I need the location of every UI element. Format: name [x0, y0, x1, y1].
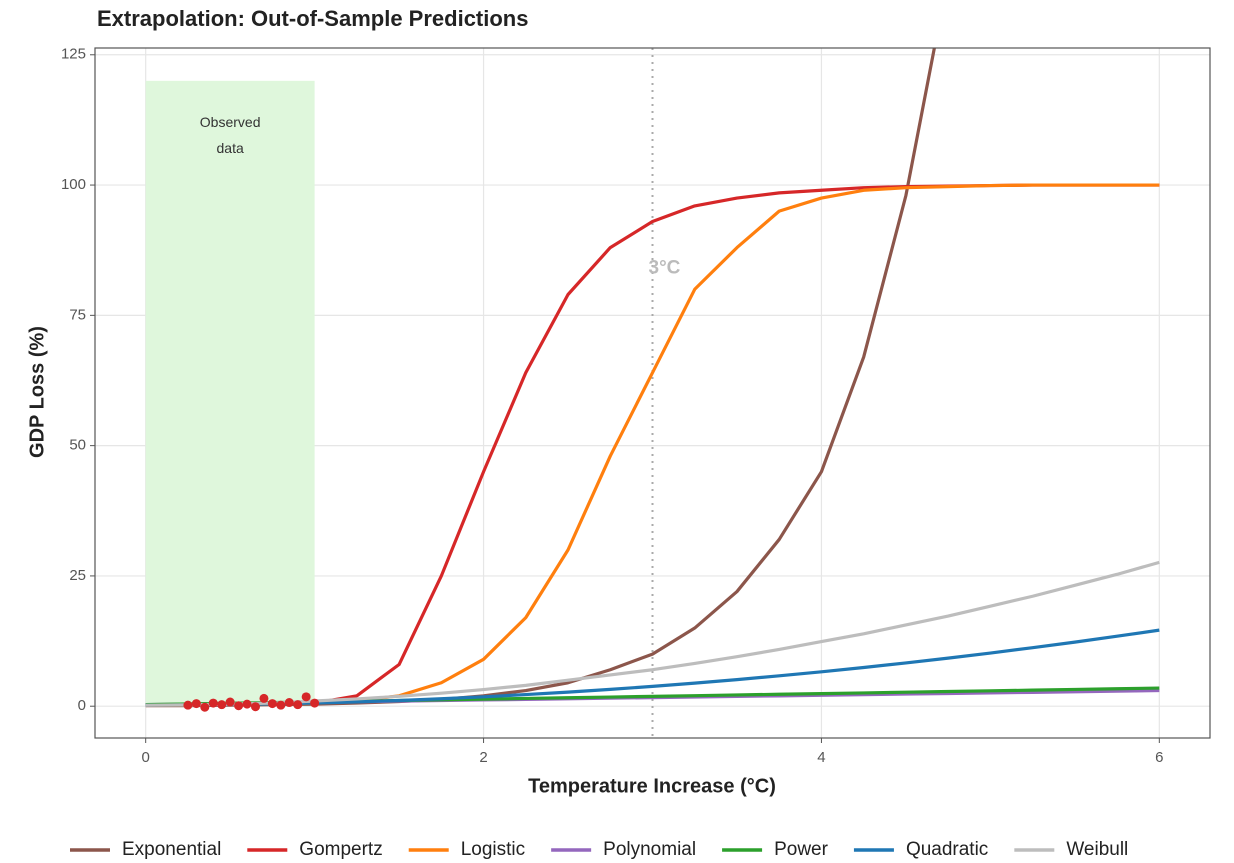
observed-point: [267, 699, 277, 709]
y-tick-label: 100: [61, 176, 86, 193]
plot-border: [94, 47, 1211, 739]
x-tick-label: 2: [479, 749, 487, 766]
legend-label: Gompertz: [299, 839, 382, 860]
observed-point: [310, 698, 320, 708]
observed-point: [225, 697, 235, 707]
y-tick-label: 25: [69, 567, 86, 584]
observed-point: [183, 700, 193, 710]
observed-point: [217, 700, 227, 710]
legend-label: Weibull: [1066, 839, 1128, 860]
observed-point: [200, 702, 210, 712]
legend-label: Quadratic: [906, 839, 988, 860]
observed-region: [145, 80, 315, 707]
reference-label: 3°C: [649, 257, 681, 278]
observed-point: [301, 692, 311, 702]
region-label: Observed data: [200, 114, 261, 156]
observed-point: [242, 699, 252, 709]
y-axis-title: GDP Loss (%): [26, 326, 48, 458]
observed-point: [284, 698, 294, 708]
observed-point: [208, 698, 218, 708]
observed-point: [234, 701, 244, 711]
y-tick-label: 125: [61, 46, 86, 63]
plot-layer: 3°C: [145, 48, 1160, 738]
legend-label: Exponential: [122, 839, 221, 860]
observed-point: [191, 699, 201, 709]
y-tick-label: 0: [78, 697, 86, 714]
legend-label: Power: [774, 839, 829, 860]
legend-label: Polynomial: [603, 839, 696, 860]
y-tick-label: 50: [69, 437, 86, 454]
observed-point: [276, 700, 286, 710]
x-tick-label: 4: [817, 749, 825, 766]
chart-title: Extrapolation: Out-of-Sample Predictions: [97, 6, 528, 31]
x-tick-label: 0: [142, 749, 150, 766]
x-tick-label: 6: [1155, 749, 1163, 766]
observed-point: [293, 700, 303, 710]
x-axis-title: Temperature Increase (°C): [528, 775, 776, 797]
observed-point: [259, 693, 269, 703]
legend-label: Logistic: [461, 839, 525, 860]
y-tick-label: 75: [69, 306, 86, 323]
observed-point: [250, 702, 260, 712]
